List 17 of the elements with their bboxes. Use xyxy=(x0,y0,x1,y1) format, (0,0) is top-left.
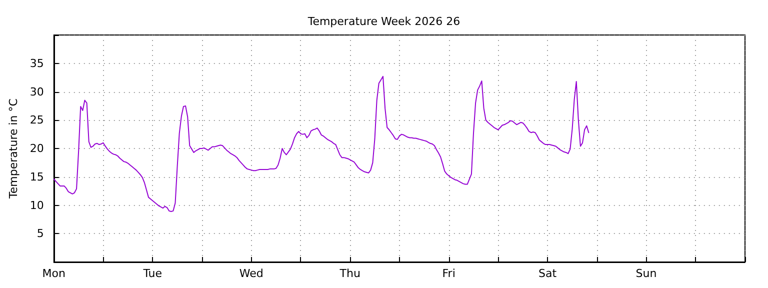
y-tick-label: 25 xyxy=(30,114,44,127)
y-tick-label: 20 xyxy=(30,142,44,155)
y-tick-label: 30 xyxy=(30,85,44,98)
y-tick-label: 5 xyxy=(36,227,44,240)
line-series xyxy=(53,76,590,212)
y-tick-label: 15 xyxy=(30,170,44,184)
x-tick-label: Tue xyxy=(142,267,162,280)
x-tick-label: Wed xyxy=(239,267,264,280)
x-tick-label: Sat xyxy=(538,267,558,280)
x-tick-label: Fri xyxy=(442,267,456,280)
y-tick-label: 10 xyxy=(30,198,44,212)
x-tick-label: Mon xyxy=(42,267,66,280)
y-axis-title: Temperature in °C xyxy=(7,98,20,200)
chart-title: Temperature Week 2026 26 xyxy=(306,15,460,28)
x-tick-label: Sun xyxy=(636,267,657,280)
y-tick-label: 35 xyxy=(30,56,44,70)
x-tick-label: Thu xyxy=(338,267,360,280)
